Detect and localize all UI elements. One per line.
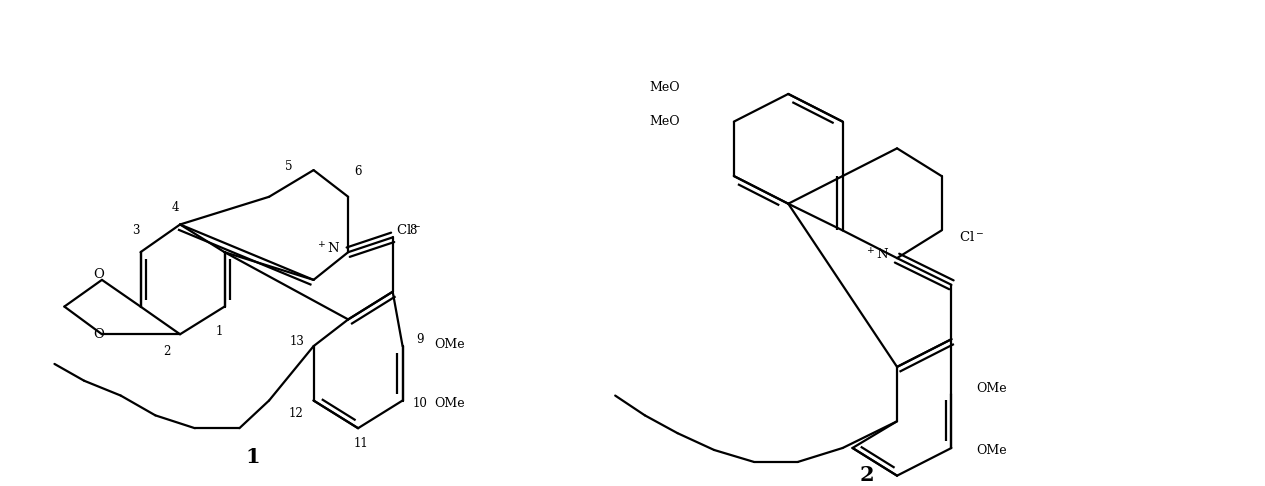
Text: 6: 6 [354, 165, 362, 177]
Text: 4: 4 [171, 201, 178, 214]
Text: $^+$N: $^+$N [865, 247, 891, 263]
Text: OMe: OMe [977, 445, 1007, 457]
Text: 13: 13 [290, 335, 304, 347]
Text: 11: 11 [354, 436, 368, 450]
Text: Cl$^-$: Cl$^-$ [959, 230, 984, 244]
Text: 12: 12 [288, 407, 304, 420]
Text: 10: 10 [412, 397, 428, 410]
Text: 2: 2 [163, 345, 171, 358]
Text: 1: 1 [216, 325, 224, 338]
Text: 5: 5 [285, 159, 292, 173]
Text: 9: 9 [416, 333, 424, 346]
Text: OMe: OMe [434, 397, 464, 410]
Text: O: O [94, 268, 105, 281]
Text: 1: 1 [245, 447, 259, 467]
Text: Cl$^-$: Cl$^-$ [396, 224, 421, 238]
Text: 8: 8 [409, 224, 416, 237]
Text: MeO: MeO [649, 81, 679, 93]
Text: O: O [94, 328, 105, 341]
Text: MeO: MeO [649, 115, 679, 128]
Text: 3: 3 [132, 224, 139, 237]
Text: $^+$N: $^+$N [316, 242, 342, 257]
Text: OMe: OMe [977, 382, 1007, 395]
Text: 2: 2 [860, 465, 874, 485]
Text: OMe: OMe [434, 338, 464, 350]
